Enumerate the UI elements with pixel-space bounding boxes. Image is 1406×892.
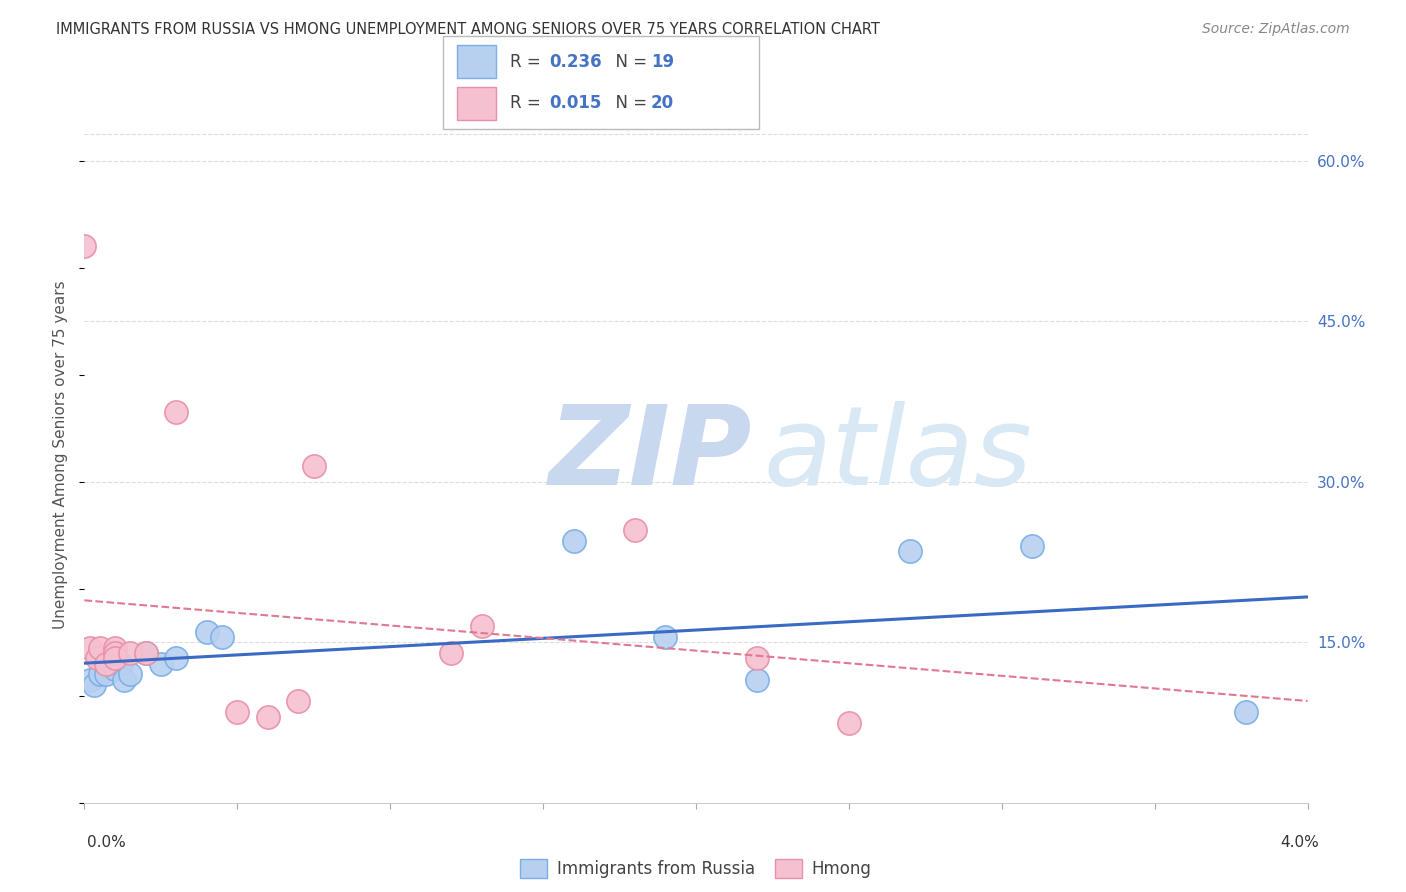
Point (86, 651, 108, 665)
Text: 0.236: 0.236 (550, 53, 602, 70)
Point (135, 646, 157, 660)
Point (838, 715, 860, 730)
Point (287, 694, 309, 708)
Point (1236, 705, 1258, 719)
Text: IMMIGRANTS FROM RUSSIA VS HMONG UNEMPLOYMENT AMONG SENIORS OVER 75 YEARS CORRELA: IMMIGRANTS FROM RUSSIA VS HMONG UNEMPLOY… (56, 22, 880, 37)
Point (110, 657, 132, 671)
Y-axis label: Unemployment Among Seniors over 75 years: Unemployment Among Seniors over 75 years (53, 281, 69, 629)
Text: atlas: atlas (763, 401, 1032, 508)
Text: N =: N = (605, 53, 652, 70)
Point (83, 678, 105, 692)
Text: N =: N = (605, 95, 652, 112)
Point (120, 667, 142, 681)
Text: R =: R = (510, 95, 547, 112)
Text: Source: ZipAtlas.com: Source: ZipAtlas.com (1202, 22, 1350, 37)
Text: 4.0%: 4.0% (1279, 836, 1319, 850)
Point (211, 630, 233, 644)
Point (165, 651, 187, 665)
Point (654, 630, 676, 644)
Point (624, 523, 647, 537)
Point (257, 710, 280, 724)
Point (149, 657, 172, 671)
Point (440, 646, 463, 660)
Point (104, 646, 127, 660)
Point (89, 667, 111, 681)
Point (747, 673, 769, 687)
Point (94, 657, 117, 671)
Point (79, 673, 101, 687)
Text: R =: R = (510, 53, 547, 70)
Text: ZIP: ZIP (550, 401, 752, 508)
Point (471, 619, 494, 633)
Text: 19: 19 (651, 53, 673, 70)
Point (302, 458, 325, 473)
Text: 0.015: 0.015 (550, 95, 602, 112)
Point (79, 640, 101, 655)
Point (1021, 539, 1043, 553)
Point (226, 705, 249, 719)
Text: 20: 20 (651, 95, 673, 112)
Point (747, 651, 769, 665)
Point (562, 533, 585, 548)
Point (195, 624, 218, 639)
Point (165, 405, 187, 419)
Text: 0.0%: 0.0% (87, 836, 127, 850)
Point (135, 646, 157, 660)
Point (94, 667, 117, 681)
Point (112, 673, 135, 687)
Point (89, 640, 111, 655)
Point (104, 662, 127, 676)
Point (104, 640, 127, 655)
Point (104, 651, 127, 665)
Point (73, 239, 96, 253)
Point (898, 544, 921, 558)
Legend: Immigrants from Russia, Hmong: Immigrants from Russia, Hmong (513, 853, 879, 885)
Point (120, 646, 142, 660)
